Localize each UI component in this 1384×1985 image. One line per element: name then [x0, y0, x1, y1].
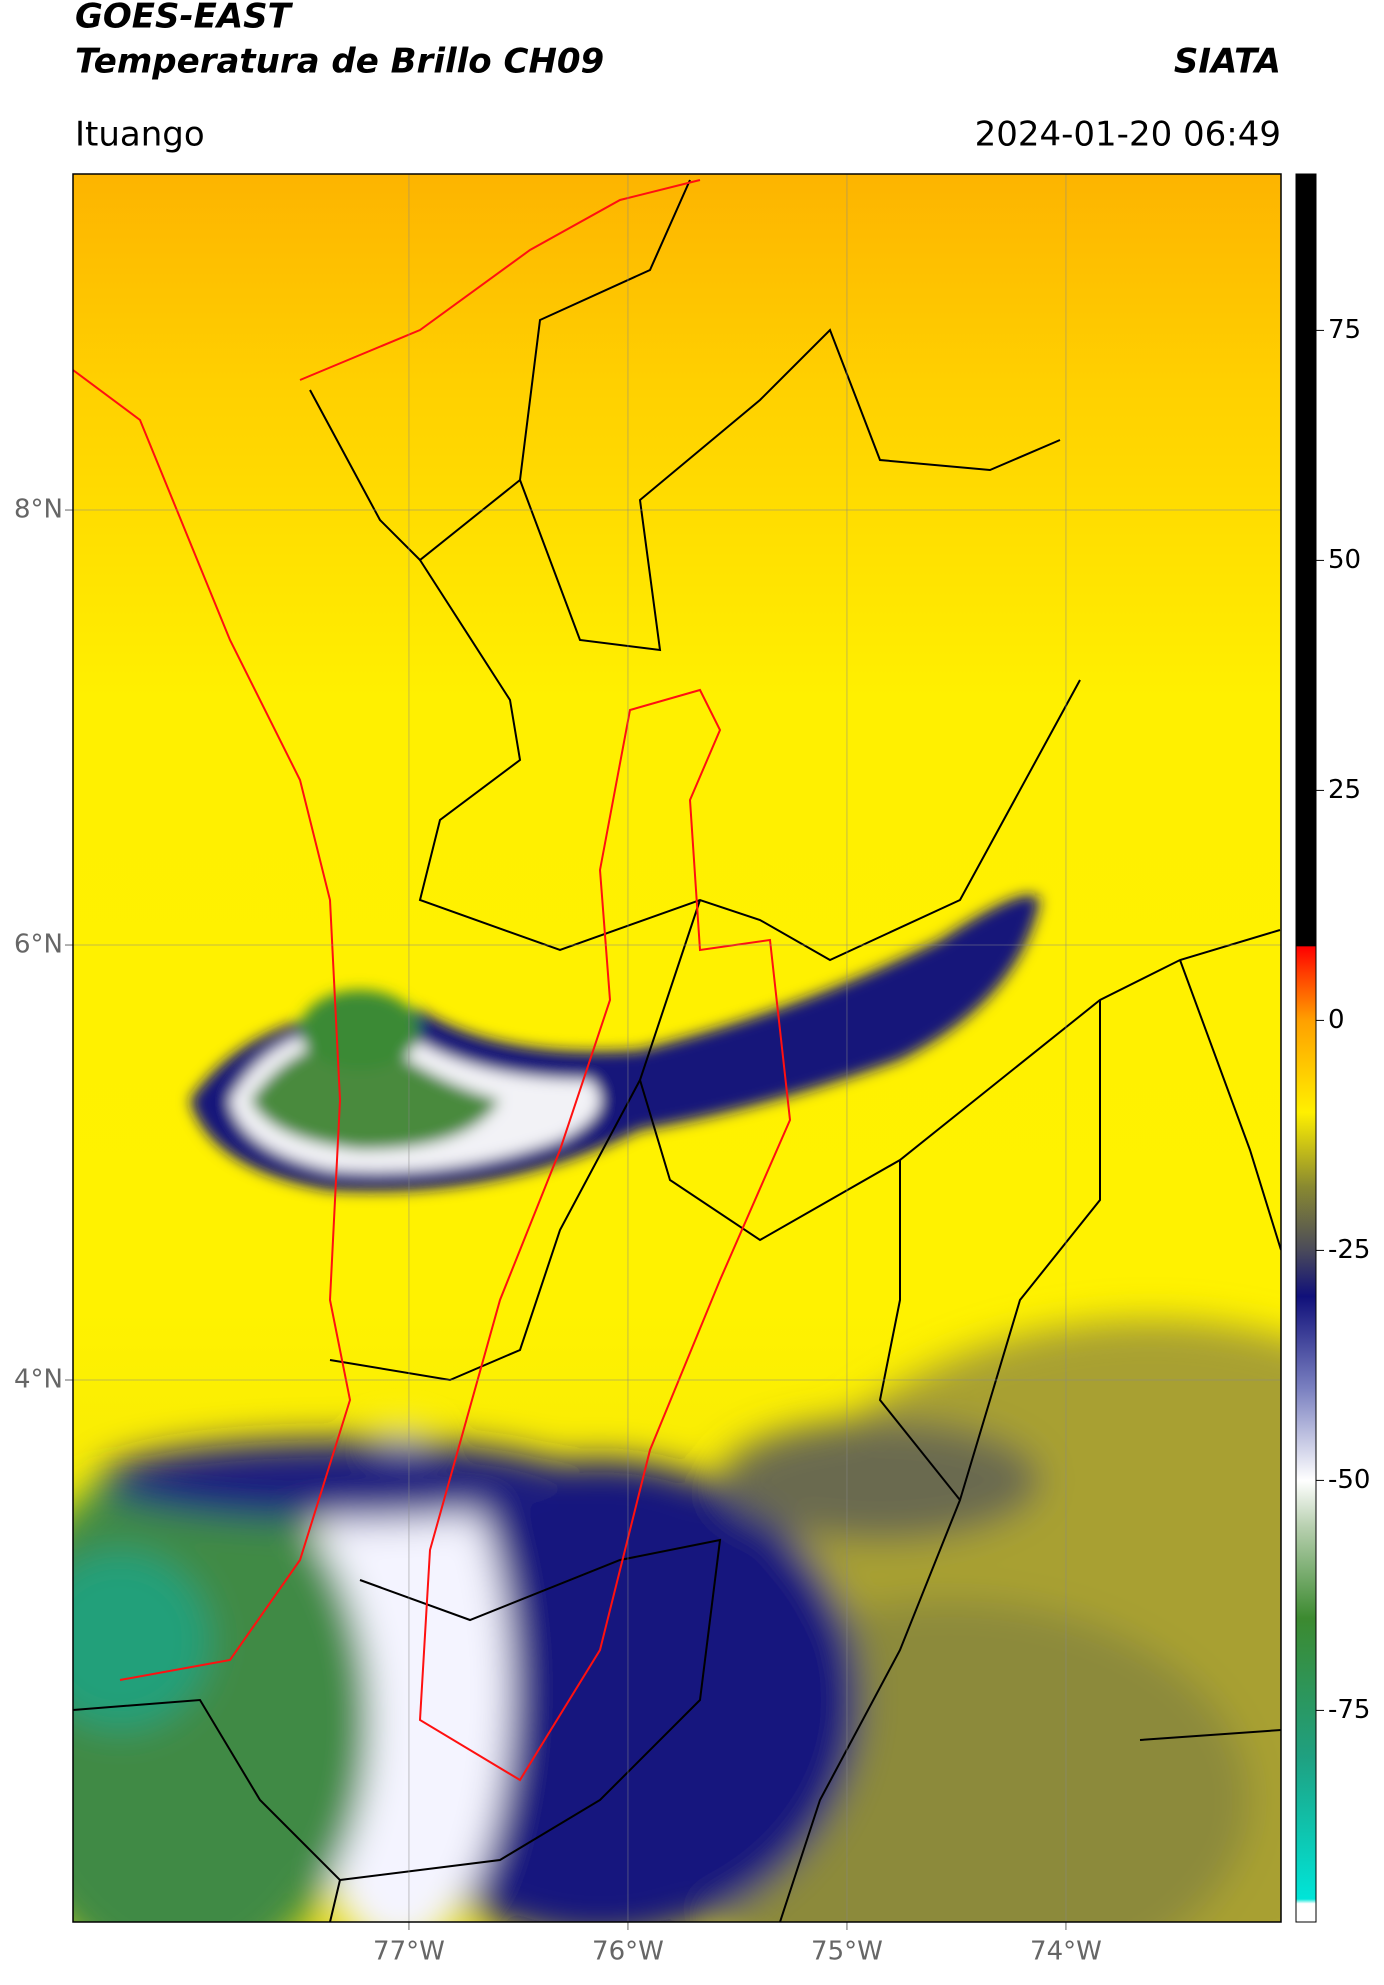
lat-label: 8°N	[14, 495, 63, 525]
subtitle: Temperatura de Brillo CH09	[75, 42, 604, 82]
outlines	[73, 179, 792, 1782]
colorbar-label: -50	[1328, 1465, 1370, 1495]
colorbar-label: 0	[1328, 1005, 1345, 1035]
lat-label: 4°N	[14, 1365, 63, 1395]
org: SIATA	[1174, 42, 1281, 82]
colorbar-label: 75	[1328, 315, 1361, 345]
satellite-image	[73, 174, 1281, 1922]
colorbar-label: 25	[1328, 775, 1361, 805]
title: GOES-EAST	[75, 0, 294, 37]
lon-label: 74°W	[1030, 1937, 1102, 1967]
location: Ituango	[75, 115, 205, 155]
datetime: 2024-01-20 06:49	[975, 115, 1281, 155]
lon-label: 75°W	[811, 1937, 883, 1967]
lon-label: 76°W	[592, 1937, 664, 1967]
colorbar	[1295, 173, 1317, 1923]
lon-label: 77°W	[373, 1937, 445, 1967]
colorbar-label: -75	[1328, 1695, 1370, 1725]
colorbar-label: 50	[1328, 545, 1361, 575]
colorbar-label: -25	[1328, 1235, 1370, 1265]
lat-label: 6°N	[14, 930, 63, 960]
borders	[73, 179, 1281, 1922]
map-frame	[72, 173, 1282, 1923]
grid	[65, 174, 1281, 1930]
